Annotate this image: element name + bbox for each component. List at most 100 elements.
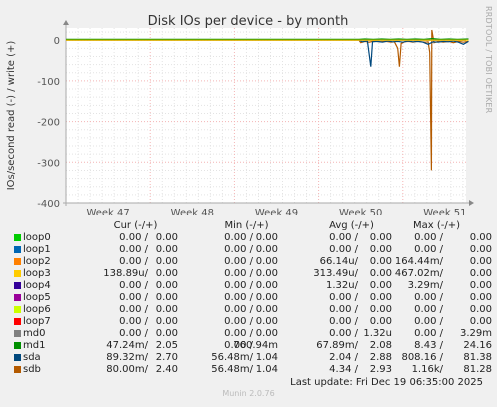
- legend-min-write: 0.00: [255, 316, 278, 327]
- legend-max-read: 3.29m/: [407, 280, 443, 291]
- legend-cur-write: 2.70: [155, 352, 178, 363]
- y-tick-label: -200: [37, 118, 60, 129]
- legend-min-write: 1.04: [255, 364, 278, 375]
- col-max-header: Max (-/+): [412, 220, 460, 231]
- legend-swatch: [14, 294, 21, 301]
- series-sda: [358, 39, 469, 67]
- legend-max-write: 0.00: [469, 316, 492, 327]
- legend-avg-write: 2.08: [369, 340, 392, 351]
- legend-swatch: [14, 234, 21, 241]
- legend-swatch: [14, 246, 21, 253]
- legend-cur-write: 0.00: [155, 244, 178, 255]
- legend-swatch: [14, 282, 21, 289]
- legend-cur-write: 0.00: [155, 316, 178, 327]
- legend-avg-write: 0.00: [369, 244, 392, 255]
- legend-cur-read: 0.00 /: [119, 328, 148, 339]
- legend-row-loop4: loop4 0.00 /0.00 0.00 /0.00 1.32u/0.00 3.29m…: [14, 280, 492, 292]
- legend-cur-read: 138.89u/: [103, 268, 148, 279]
- legend-max-write: 0.00: [469, 268, 492, 279]
- legend-cur-read: 47.24m/: [106, 340, 148, 351]
- legend-swatch: [14, 318, 21, 325]
- legend-avg-write: 2.88: [369, 352, 392, 363]
- legend-row-loop2: loop2 0.00 /0.00 0.00 /0.00 66.14u/0.00 164.…: [14, 256, 492, 268]
- col-avg-header: Avg (-/+): [329, 220, 374, 231]
- x-tick-label: Week 47: [86, 208, 129, 215]
- legend-row-loop0: loop0 0.00 /0.00 0.00 /0.00 0.00 /0.00 0.00 …: [14, 232, 492, 244]
- legend-cur-write: 2.40: [155, 364, 178, 375]
- legend-max-read: 0.00 /: [414, 304, 443, 315]
- legend-cur-read: 89.32m/: [106, 352, 148, 363]
- legend-avg-write: 0.00: [369, 304, 392, 315]
- y-tick-label: -100: [37, 77, 60, 88]
- legend-min-write: 0.00: [255, 244, 278, 255]
- legend-min-write: 0.00: [255, 328, 278, 339]
- legend-cur-read: 0.00 /: [119, 280, 148, 291]
- legend-avg-read: 0.00 /: [329, 304, 358, 315]
- legend-device-name: loop2: [23, 256, 51, 267]
- munin-version: Munin 2.0.76: [222, 389, 275, 398]
- legend-header: Cur (-/+) Min (-/+) Avg (-/+) Max (-/+): [14, 220, 484, 232]
- legend-min-read: 56.48m/: [211, 352, 253, 363]
- legend-avg-write: 0.00: [369, 316, 392, 327]
- legend-avg-read: 0.00 /: [329, 292, 358, 303]
- legend-min-write: 760.94m: [233, 340, 278, 351]
- legend-device-name: sda: [23, 352, 41, 363]
- legend-device-name: loop6: [23, 304, 51, 315]
- legend-cur-read: 0.00 /: [119, 244, 148, 255]
- disk-io-chart: 0 -100 -200 -300 -400 Week 47 Week 48 Week 49 We…: [6, 14, 474, 215]
- legend-min-read: 0.00 /: [224, 328, 253, 339]
- legend-min-write: 0.00: [255, 268, 278, 279]
- legend-min-read: 56.48m/: [211, 364, 253, 375]
- legend-cur-write: 0.00: [155, 268, 178, 279]
- y-tick-label: 0: [54, 36, 60, 47]
- legend-max-read: 0.00 /: [414, 232, 443, 243]
- y-tick-label: -300: [37, 158, 60, 169]
- legend-min-read: 0.00 /: [224, 256, 253, 267]
- legend-max-read: 0.00 /: [414, 244, 443, 255]
- x-tick-label: Week 50: [339, 208, 382, 215]
- legend-avg-read: 0.00 /: [329, 244, 358, 255]
- legend-row-loop6: loop6 0.00 /0.00 0.00 /0.00 0.00 /0.00 0.00 …: [14, 304, 492, 316]
- legend-cur-write: 0.00: [155, 304, 178, 315]
- legend-max-read: 808.16 /: [401, 352, 443, 363]
- legend-device-name: loop1: [23, 244, 51, 255]
- legend-min-read: 0.00 /: [224, 244, 253, 255]
- legend-min-write: 0.00: [255, 232, 278, 243]
- last-update: Last update: Fri Dec 19 06:35:00 2025: [290, 377, 483, 388]
- legend-max-read: 0.00 /: [414, 292, 443, 303]
- legend-avg-write: 0.00: [369, 292, 392, 303]
- legend-min-write: 0.00: [255, 304, 278, 315]
- legend-row-md0: md0 0.00 /0.00 0.00 /0.00 0.00 /1.32u 0.00 /…: [14, 328, 492, 340]
- legend-max-write: 0.00: [469, 256, 492, 267]
- legend-max-write: 81.28: [463, 364, 492, 375]
- legend-max-read: 0.00 /: [414, 316, 443, 327]
- legend-max-write: 0.00: [469, 292, 492, 303]
- legend-max-read: 467.02m/: [394, 268, 443, 279]
- legend-avg-read: 66.14u/: [319, 256, 358, 267]
- legend-device-name: md1: [23, 340, 46, 351]
- legend-row-loop7: loop7 0.00 /0.00 0.00 /0.00 0.00 /0.00 0.00 …: [14, 316, 492, 328]
- legend-min-read: 0.00 /: [224, 292, 253, 303]
- legend-max-read: 8.43 /: [414, 340, 443, 351]
- legend-cur-write: 0.00: [155, 256, 178, 267]
- legend-avg-read: 0.00 /: [329, 328, 358, 339]
- legend-avg-read: 4.34 /: [329, 364, 358, 375]
- col-cur-header: Cur (-/+): [113, 220, 158, 231]
- legend-cur-write: 0.00: [155, 328, 178, 339]
- legend-cur-write: 0.00: [155, 232, 178, 243]
- legend-row-loop5: loop5 0.00 /0.00 0.00 /0.00 0.00 /0.00 0.00 …: [14, 292, 492, 304]
- legend-swatch: [14, 330, 21, 337]
- legend-min-read: 0.00 /: [224, 316, 253, 327]
- legend-device-name: loop3: [23, 268, 51, 279]
- legend-avg-read: 1.32u/: [326, 280, 358, 291]
- rrdtool-credit: RRDTOOL / TOBI OETIKER: [484, 6, 493, 114]
- legend-row-loop3: loop3 138.89u/0.00 0.00 /0.00 313.49u/0.00 4…: [14, 268, 492, 280]
- legend-avg-read: 0.00 /: [329, 232, 358, 243]
- legend-max-read: 164.44m/: [394, 256, 443, 267]
- legend-min-write: 1.04: [255, 352, 278, 363]
- chart-title: Disk IOs per device - by month: [148, 14, 349, 29]
- legend-avg-read: 313.49u/: [313, 268, 358, 279]
- legend-min-write: 0.00: [255, 256, 278, 267]
- legend-min-read: 0.00 /: [224, 304, 253, 315]
- legend-device-name: md0: [23, 328, 46, 339]
